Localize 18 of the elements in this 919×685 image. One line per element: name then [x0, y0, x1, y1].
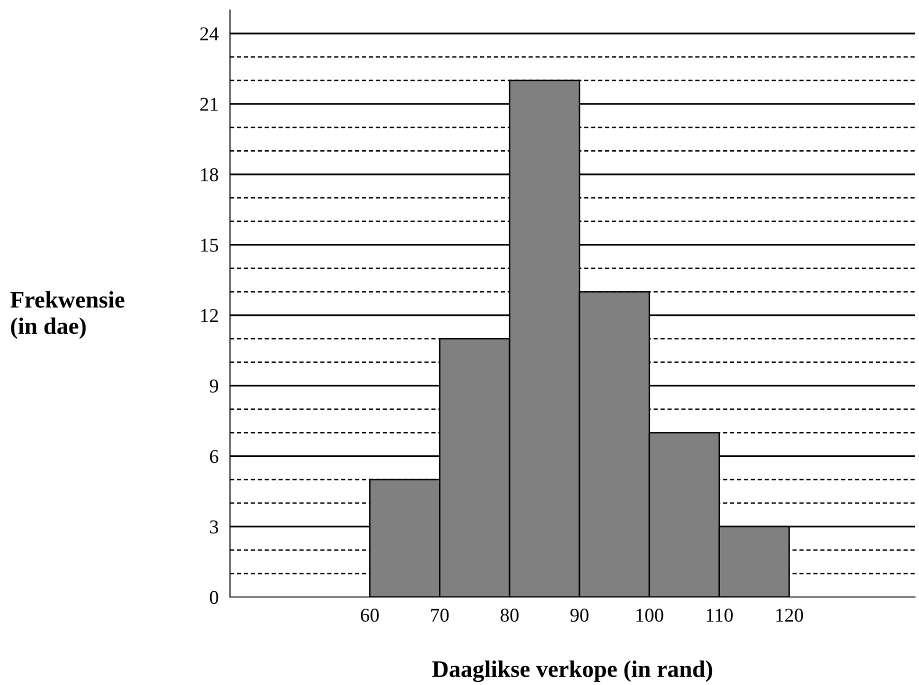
y-tick-label: 6: [210, 450, 218, 464]
y-tick-label: 18: [201, 168, 218, 182]
y-tick-label: 15: [201, 238, 218, 252]
x-tick-label: 80: [500, 608, 519, 622]
x-tick-label: 110: [706, 608, 733, 622]
y-tick-label: 12: [201, 309, 218, 322]
y-tick-label: 21: [200, 98, 218, 111]
y-tick-label: 9: [210, 380, 218, 393]
y-tick-label: 0: [210, 590, 218, 604]
x-axis-title: Daaglikse verkope (in rand): [432, 660, 712, 682]
x-tick-label: 70: [431, 608, 449, 622]
x-tick-label: 60: [360, 608, 379, 622]
x-tick-label: 90: [570, 608, 588, 622]
y-axis-title: Frekwensie (in dae): [10, 291, 124, 339]
y-tick-label: 3: [210, 520, 218, 534]
x-tick-label: 100: [636, 608, 664, 622]
x-tick-label: 120: [776, 608, 804, 622]
y-tick-label: 24: [200, 27, 219, 40]
